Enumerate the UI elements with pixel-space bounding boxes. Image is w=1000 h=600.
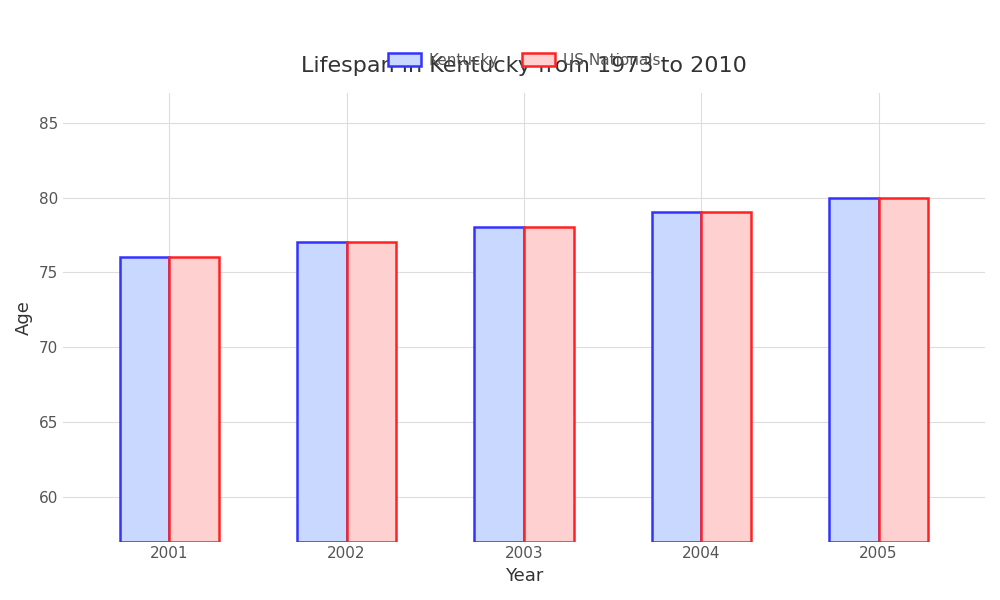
Title: Lifespan in Kentucky from 1973 to 2010: Lifespan in Kentucky from 1973 to 2010 xyxy=(301,56,747,76)
Bar xyxy=(297,242,347,542)
Bar xyxy=(120,257,169,542)
Bar xyxy=(524,227,574,542)
Bar xyxy=(474,227,524,542)
X-axis label: Year: Year xyxy=(505,567,543,585)
Bar xyxy=(829,197,879,542)
Bar xyxy=(347,242,396,542)
Bar xyxy=(879,197,928,542)
Y-axis label: Age: Age xyxy=(15,300,33,335)
Bar xyxy=(652,212,701,542)
Bar xyxy=(169,257,219,542)
Legend: Kentucky, US Nationals: Kentucky, US Nationals xyxy=(381,47,666,74)
Bar xyxy=(701,212,751,542)
